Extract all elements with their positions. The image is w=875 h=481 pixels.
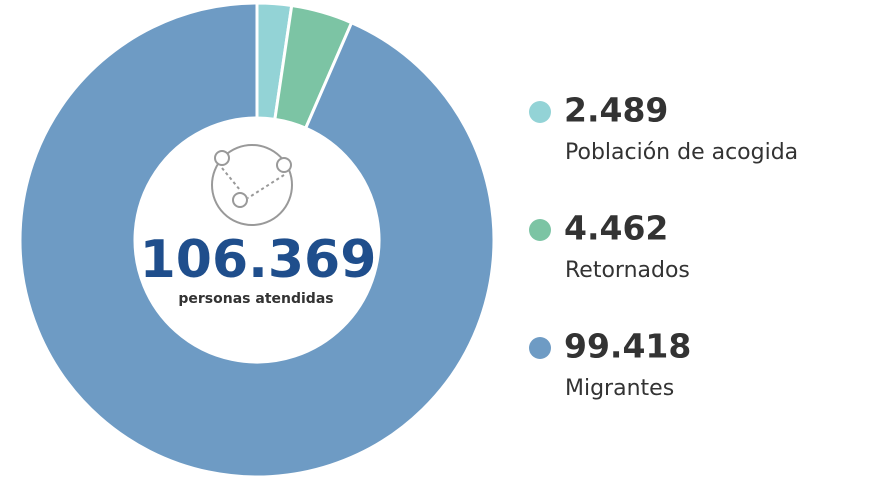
- center-label: personas atendidas: [178, 291, 333, 307]
- legend-value: 99.418: [564, 327, 691, 366]
- legend-swatch: [529, 337, 551, 359]
- legend-swatch: [529, 219, 551, 241]
- legend-value: 4.462: [564, 209, 668, 248]
- center-value: 106.369: [140, 230, 377, 290]
- legend-value: 2.489: [564, 91, 668, 130]
- legend-label: Migrantes: [565, 376, 674, 401]
- globe-icon: [211, 144, 293, 226]
- legend-swatch: [529, 101, 551, 123]
- legend-label: Retornados: [565, 258, 690, 283]
- legend-label: Población de acogida: [565, 140, 798, 165]
- slice: [18, 1, 496, 479]
